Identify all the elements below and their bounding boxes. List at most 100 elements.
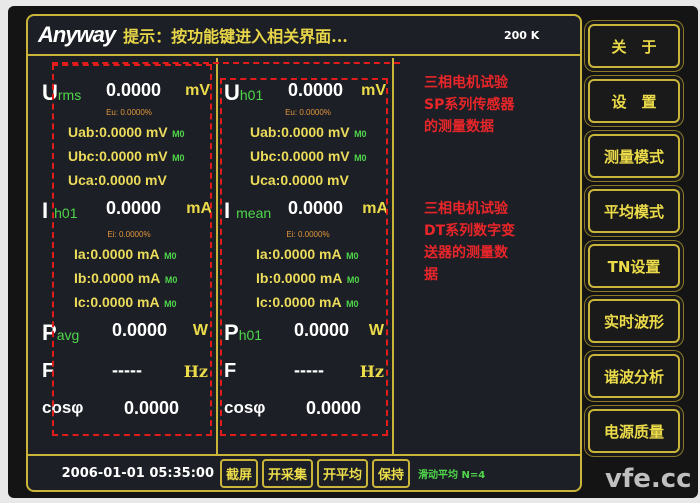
hold-button[interactable]: 保持 (372, 458, 411, 488)
data-row: Ia:0.0000 mA M0 (28, 246, 216, 264)
cos-label: cosφ (224, 398, 266, 417)
average-status: 滑动平均 N=4 (418, 469, 486, 481)
uca-value: Uca:0.0000 mV (68, 172, 167, 188)
i-error: Ei: 0.0000% (107, 230, 151, 239)
ubc-value: Ubc:0.0000 mV (250, 148, 350, 164)
p-value: 0.0000 (112, 320, 168, 340)
ib-value: Ib:0.0000 mA (256, 270, 343, 286)
column-3: 三相电机试验 SP系列传感器 的测量数据 三相电机试验 DT系列数字变 送器的测… (394, 58, 580, 454)
f-unit: Hz (183, 362, 208, 381)
watermark: vfe.cc (605, 464, 692, 494)
highlight-line (52, 62, 400, 64)
data-row: Eu: 0.0000% (218, 108, 392, 117)
highlight-box-2 (220, 78, 388, 436)
ia-range: M0 (346, 251, 359, 261)
data-row: Ph01 0.0000 W (218, 320, 392, 346)
i-value: 0.0000 (288, 198, 344, 218)
ic-value: Ic:0.0000 mA (74, 294, 160, 310)
cos-value: 0.0000 (124, 398, 180, 418)
ib-value: Ib:0.0000 mA (74, 270, 161, 286)
data-row: Uab:0.0000 mV M0 (28, 124, 216, 142)
f-label: F (224, 360, 237, 382)
i-label: I (224, 198, 231, 223)
data-row: Ia:0.0000 mA M0 (218, 246, 392, 264)
data-row: cosφ 0.0000 (218, 398, 392, 418)
data-row: Ib:0.0000 mA M0 (218, 270, 392, 288)
data-row: Uh01 0.0000 mV (218, 80, 392, 106)
side-button-1[interactable]: 设 置 (588, 79, 680, 123)
start-average-button[interactable]: 开平均 (317, 458, 369, 488)
p-unit: W (192, 322, 208, 339)
ib-range: M0 (346, 275, 360, 285)
u-label: U (224, 80, 240, 105)
u-unit: mV (361, 82, 386, 99)
u-sub: rms (57, 87, 82, 103)
u-unit: mV (185, 82, 210, 99)
data-row: Ib:0.0000 mA M0 (28, 270, 216, 288)
ubc-value: Ubc:0.0000 mV (68, 148, 168, 164)
data-row: F ----- Hz (28, 360, 216, 383)
u-value: 0.0000 (106, 80, 162, 100)
annotation-dt: 三相电机试验 DT系列数字变 送器的测量数 据 (424, 201, 516, 283)
tip-text: 提示：按功能键进入相关界面... (123, 27, 348, 46)
i-sub: mean (236, 205, 272, 221)
uab-value: Uab:0.0000 mV (250, 124, 350, 140)
data-row: Pavg 0.0000 W (28, 320, 216, 346)
highlight-box-1 (52, 64, 212, 436)
u-value: 0.0000 (288, 80, 344, 100)
data-row: Ic:0.0000 mA M0 (218, 294, 392, 312)
f-unit: Hz (359, 362, 384, 381)
side-button-6[interactable]: 谐波分析 (588, 354, 680, 398)
i-value: 0.0000 (106, 198, 162, 218)
side-button-3[interactable]: 平均模式 (588, 189, 680, 233)
side-button-7[interactable]: 电源质量 (588, 409, 680, 453)
ic-range: M0 (346, 299, 359, 309)
u-error: Eu: 0.0000% (285, 108, 331, 117)
data-row: Uca:0.0000 mV (28, 172, 216, 190)
footer: 2006-01-01 05:35:00 截屏 开采集 开平均 保持 滑动平均 N… (28, 454, 580, 490)
ubc-range: M0 (172, 153, 185, 163)
screen: Anyway 提示：按功能键进入相关界面... 200 K Urms 0.0000… (26, 14, 582, 492)
data-row: Ubc:0.0000 mV M0 (28, 148, 216, 166)
sample-rate: 200 K (504, 29, 540, 42)
ia-value: Ia:0.0000 mA (256, 246, 342, 262)
p-sub: avg (56, 327, 80, 343)
u-error: Eu: 0.0000% (106, 108, 152, 117)
uab-range: M0 (354, 129, 367, 139)
p-sub: h01 (238, 327, 263, 343)
uab-value: Uab:0.0000 mV (68, 124, 168, 140)
data-row: Uca:0.0000 mV (218, 172, 392, 190)
uab-range: M0 (172, 129, 185, 139)
column-1: Urms 0.0000 mV Eu: 0.0000% Uab:0.0000 mV M0 U… (28, 58, 218, 454)
ic-value: Ic:0.0000 mA (256, 294, 342, 310)
f-value: ----- (112, 360, 142, 380)
ia-range: M0 (164, 251, 177, 261)
f-value: ----- (294, 360, 324, 380)
side-button-4[interactable]: TN设置 (588, 244, 680, 288)
data-row: Ei: 0.0000% (218, 230, 392, 239)
datetime: 2006-01-01 05:35:00 (61, 465, 214, 481)
data-row: F ----- Hz (218, 360, 392, 383)
uca-value: Uca:0.0000 mV (250, 172, 349, 188)
ib-range: M0 (164, 275, 178, 285)
start-acquire-button[interactable]: 开采集 (262, 458, 314, 488)
u-sub: h01 (239, 87, 264, 103)
p-unit: W (368, 322, 384, 339)
side-button-0[interactable]: 关 于 (588, 24, 680, 68)
p-value: 0.0000 (294, 320, 350, 340)
screenshot-button[interactable]: 截屏 (220, 458, 259, 488)
f-label: F (42, 360, 55, 382)
i-label: I (42, 198, 49, 223)
header: Anyway 提示：按功能键进入相关界面... 200 K (28, 16, 580, 56)
cos-value: 0.0000 (306, 398, 362, 418)
data-row: Ubc:0.0000 mV M0 (218, 148, 392, 166)
side-button-5[interactable]: 实时波形 (588, 299, 680, 343)
annotation-sp: 三相电机试验 SP系列传感器 的测量数据 (424, 75, 515, 135)
data-row: Uab:0.0000 mV M0 (218, 124, 392, 142)
p-label: P (224, 320, 239, 345)
i-error: Ei: 0.0000% (286, 230, 330, 239)
side-button-2[interactable]: 测量模式 (588, 134, 680, 178)
data-row: Ei: 0.0000% (28, 230, 216, 239)
